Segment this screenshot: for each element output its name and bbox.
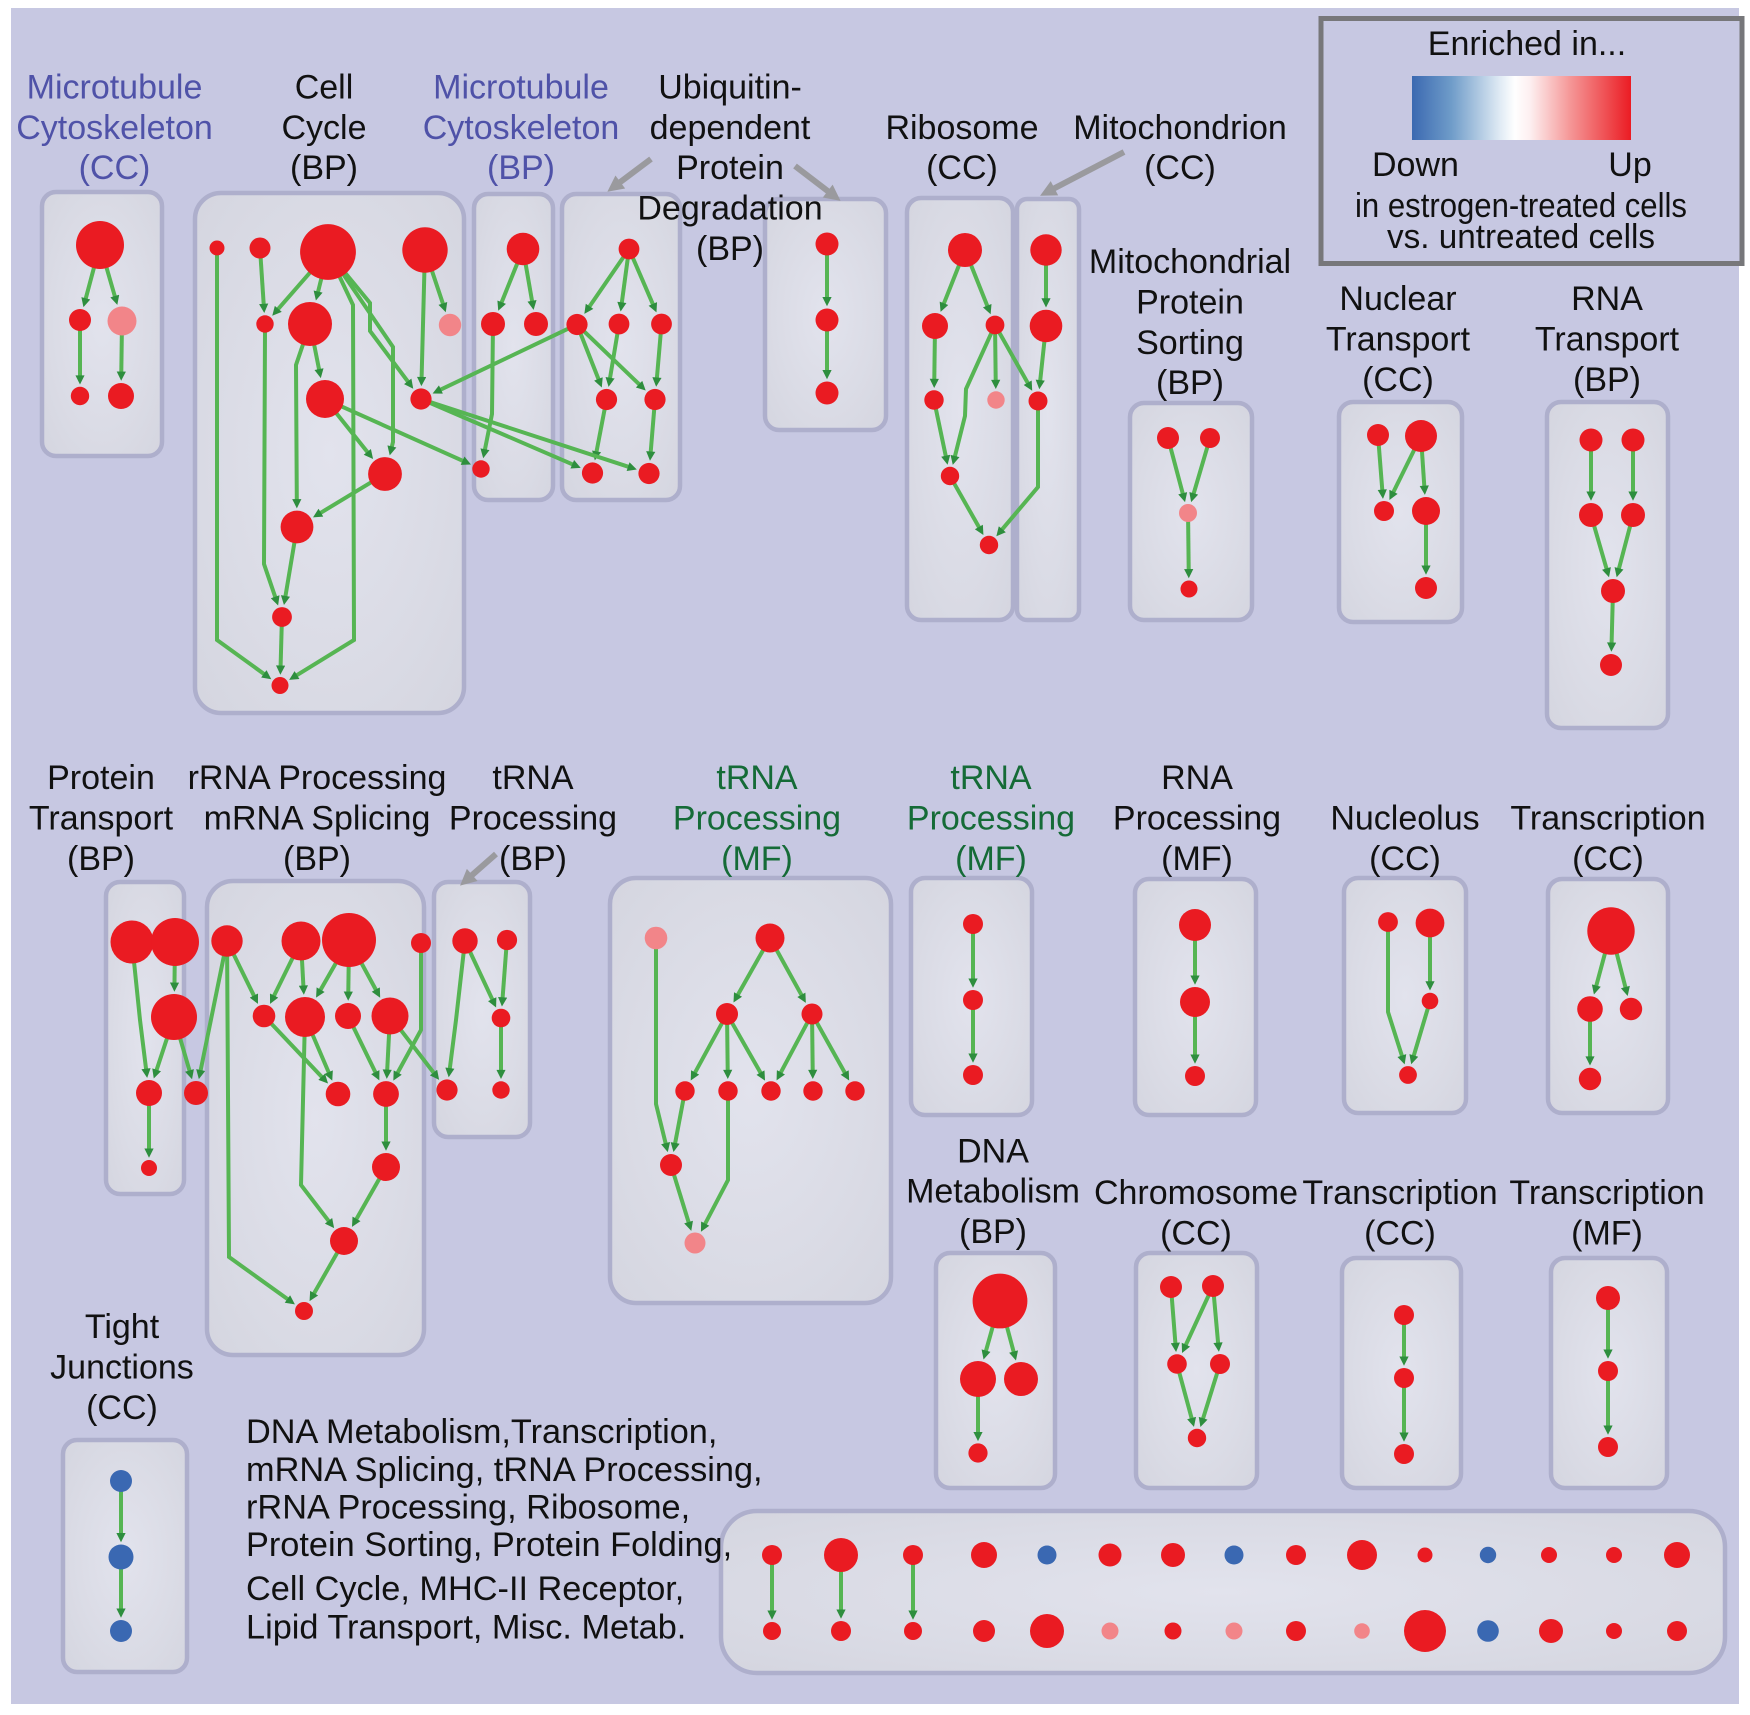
svg-text:Nucleolus: Nucleolus xyxy=(1330,799,1479,837)
svg-text:(CC): (CC) xyxy=(1572,840,1644,878)
svg-text:Degradation: Degradation xyxy=(637,190,822,228)
svg-text:(MF): (MF) xyxy=(1161,840,1233,878)
svg-text:(BP): (BP) xyxy=(283,840,351,878)
svg-text:Processing: Processing xyxy=(907,799,1075,837)
svg-text:rRNA Processing: rRNA Processing xyxy=(188,759,447,797)
svg-text:(CC): (CC) xyxy=(926,149,998,187)
svg-text:tRNA: tRNA xyxy=(716,759,798,797)
svg-text:Enriched in...: Enriched in... xyxy=(1428,25,1626,63)
svg-text:(MF): (MF) xyxy=(721,840,793,878)
svg-text:Chromosome: Chromosome xyxy=(1094,1174,1298,1212)
svg-text:Cell: Cell xyxy=(295,68,354,106)
svg-text:Cytoskeleton: Cytoskeleton xyxy=(16,109,213,147)
svg-text:Transport: Transport xyxy=(1326,320,1471,358)
svg-text:(BP): (BP) xyxy=(696,230,764,268)
svg-text:(BP): (BP) xyxy=(67,840,135,878)
svg-text:Transcription: Transcription xyxy=(1510,799,1705,837)
svg-text:Microtubule: Microtubule xyxy=(433,68,609,106)
svg-text:Protein: Protein xyxy=(676,149,784,187)
svg-text:Microtubule: Microtubule xyxy=(27,68,203,106)
svg-text:Processing: Processing xyxy=(1113,799,1281,837)
svg-text:Down: Down xyxy=(1372,146,1459,184)
svg-text:(BP): (BP) xyxy=(290,149,358,187)
svg-text:Processing: Processing xyxy=(449,799,617,837)
svg-text:Transport: Transport xyxy=(1535,320,1680,358)
svg-text:Mitochondrion: Mitochondrion xyxy=(1073,109,1287,147)
svg-text:(BP): (BP) xyxy=(499,840,567,878)
svg-text:mRNA Splicing: mRNA Splicing xyxy=(204,799,431,837)
svg-text:Ubiquitin-: Ubiquitin- xyxy=(658,68,802,106)
svg-text:(BP): (BP) xyxy=(959,1213,1027,1251)
svg-text:(BP): (BP) xyxy=(1573,361,1641,399)
svg-text:rRNA Processing, Ribosome,: rRNA Processing, Ribosome, xyxy=(246,1489,690,1527)
svg-text:(BP): (BP) xyxy=(487,149,555,187)
svg-text:mRNA Splicing, tRNA Processing: mRNA Splicing, tRNA Processing, xyxy=(246,1451,763,1489)
svg-text:RNA: RNA xyxy=(1571,280,1643,318)
svg-text:DNA Metabolism,Transcription,: DNA Metabolism,Transcription, xyxy=(246,1413,717,1451)
svg-text:Protein: Protein xyxy=(47,759,155,797)
svg-text:Nuclear: Nuclear xyxy=(1339,280,1456,318)
svg-text:Lipid Transport, Misc. Metab.: Lipid Transport, Misc. Metab. xyxy=(246,1609,686,1647)
svg-text:Sorting: Sorting xyxy=(1136,324,1244,362)
svg-text:Cytoskeleton: Cytoskeleton xyxy=(423,109,620,147)
svg-text:Protein: Protein xyxy=(1136,283,1244,321)
svg-text:tRNA: tRNA xyxy=(950,759,1032,797)
svg-text:Transport: Transport xyxy=(29,799,174,837)
svg-text:(MF): (MF) xyxy=(955,840,1027,878)
svg-text:(CC): (CC) xyxy=(1362,361,1434,399)
svg-text:(CC): (CC) xyxy=(86,1389,158,1427)
svg-text:RNA: RNA xyxy=(1161,759,1233,797)
svg-text:(BP): (BP) xyxy=(1156,364,1224,402)
svg-text:Mitochondrial: Mitochondrial xyxy=(1089,243,1291,281)
svg-text:(CC): (CC) xyxy=(1144,149,1216,187)
svg-text:(CC): (CC) xyxy=(1364,1215,1436,1253)
svg-text:Ribosome: Ribosome xyxy=(885,109,1038,147)
svg-text:vs. untreated cells: vs. untreated cells xyxy=(1387,218,1655,256)
svg-text:Cell Cycle, MHC-II Receptor,: Cell Cycle, MHC-II Receptor, xyxy=(246,1570,684,1608)
svg-text:(CC): (CC) xyxy=(1160,1215,1232,1253)
svg-text:Up: Up xyxy=(1608,146,1651,184)
svg-text:Tight: Tight xyxy=(85,1308,160,1346)
svg-text:Metabolism: Metabolism xyxy=(906,1173,1080,1211)
svg-text:Cycle: Cycle xyxy=(281,109,366,147)
svg-text:Transcription: Transcription xyxy=(1302,1174,1497,1212)
svg-text:Processing: Processing xyxy=(673,799,841,837)
svg-text:Junctions: Junctions xyxy=(50,1348,194,1386)
svg-text:Protein Sorting, Protein Foldi: Protein Sorting, Protein Folding, xyxy=(246,1526,732,1564)
svg-text:Transcription: Transcription xyxy=(1509,1174,1704,1212)
svg-text:dependent: dependent xyxy=(650,109,811,147)
svg-text:(CC): (CC) xyxy=(79,149,151,187)
svg-text:in estrogen-treated cells: in estrogen-treated cells xyxy=(1355,187,1687,225)
svg-text:DNA: DNA xyxy=(957,1132,1029,1170)
svg-text:(MF): (MF) xyxy=(1571,1215,1643,1253)
svg-text:(CC): (CC) xyxy=(1369,840,1441,878)
svg-text:tRNA: tRNA xyxy=(492,759,574,797)
